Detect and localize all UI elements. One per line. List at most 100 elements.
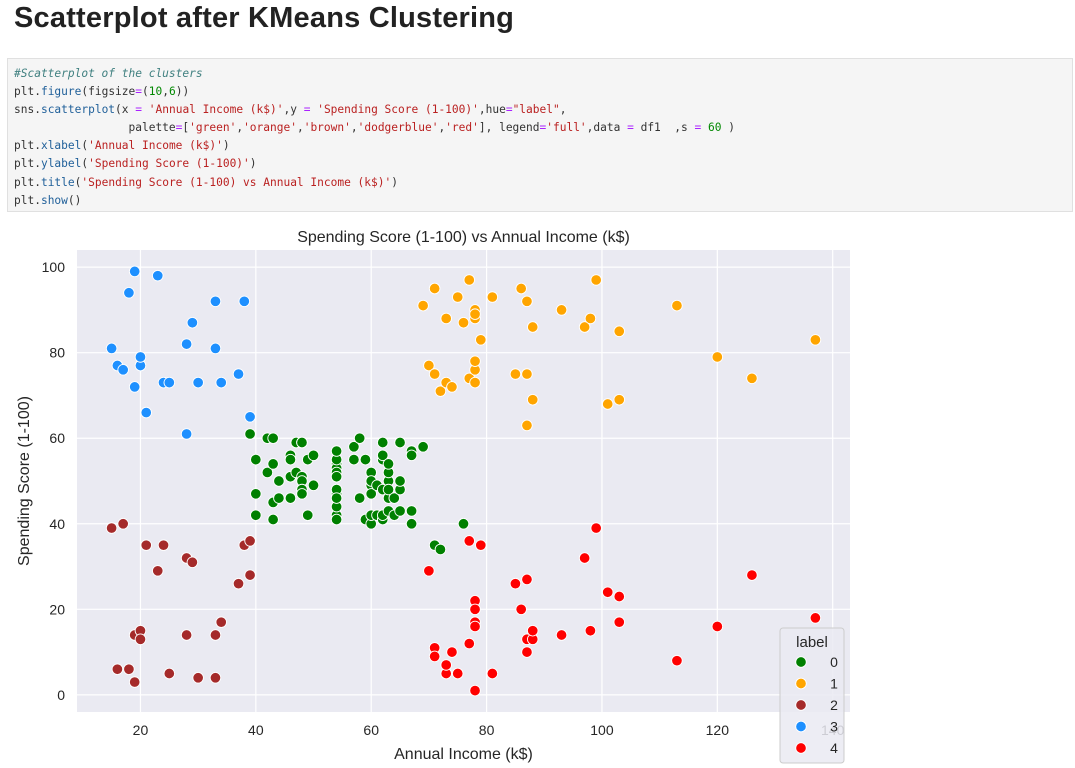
- data-point-label-4: [475, 539, 487, 551]
- code-token: 6: [169, 85, 176, 99]
- data-point-label-1: [463, 274, 476, 286]
- data-point-label-3: [238, 295, 251, 308]
- data-point-label-2: [209, 672, 222, 684]
- code-token: (: [81, 139, 89, 153]
- code-token: 'green': [189, 121, 237, 135]
- data-point-label-0: [273, 475, 285, 487]
- code-token: sns.: [14, 103, 41, 117]
- code-token: =: [135, 85, 143, 99]
- data-point-label-2: [140, 539, 152, 551]
- data-point-label-2: [157, 539, 170, 551]
- data-point-label-2: [123, 663, 135, 675]
- data-point-label-4: [451, 667, 464, 680]
- code-token: 'red': [445, 121, 479, 135]
- data-point-label-4: [469, 620, 481, 633]
- code-token: )): [175, 85, 190, 99]
- code-token: 'Annual Income (k$)': [148, 103, 284, 117]
- data-point-label-0: [394, 475, 406, 487]
- data-point-label-3: [180, 428, 193, 440]
- data-point-label-3: [244, 411, 256, 423]
- y-tick-label: 100: [42, 259, 66, 275]
- data-point-label-4: [521, 646, 533, 658]
- code-token: =: [303, 103, 311, 117]
- code-token: (: [142, 85, 149, 99]
- data-point-label-0: [417, 441, 429, 453]
- code-token: ], legend: [478, 121, 540, 135]
- legend-entry-label: 1: [830, 676, 838, 692]
- code-token: ,data: [586, 121, 628, 135]
- data-point-label-0: [244, 428, 256, 440]
- code-token: =: [175, 121, 183, 135]
- page-heading: Scatterplot after KMeans Clustering: [14, 2, 515, 34]
- code-block[interactable]: #Scatterplot of the clusters plt.figure(…: [8, 59, 1072, 210]
- code-token: figure: [40, 85, 82, 99]
- code-token: ): [249, 157, 257, 171]
- code-token: (figsize: [81, 85, 136, 99]
- data-point-label-1: [746, 372, 758, 385]
- data-point-label-4: [469, 603, 481, 616]
- data-point-label-1: [469, 355, 481, 367]
- data-point-label-0: [365, 488, 377, 500]
- code-token: [701, 121, 708, 134]
- code-token: (x: [115, 103, 136, 117]
- chart-title: Spending Score (1-100) vs Annual Income …: [297, 229, 630, 246]
- data-point-label-1: [457, 316, 470, 329]
- data-point-label-2: [128, 676, 141, 688]
- code-cell[interactable]: #Scatterplot of the clusters plt.figure(…: [7, 58, 1073, 212]
- data-point-label-3: [215, 376, 227, 389]
- code-line: plt.figure(figsize=(10,6)): [14, 85, 189, 98]
- code-token: plt.: [14, 193, 41, 207]
- data-point-label-0: [307, 479, 320, 492]
- data-point-label-4: [521, 573, 533, 586]
- code-token: =: [135, 103, 143, 117]
- code-token: plt.: [14, 175, 41, 189]
- data-point-label-1: [509, 368, 522, 380]
- data-point-label-2: [209, 629, 222, 641]
- data-point-label-4: [711, 620, 724, 633]
- data-point-label-0: [296, 436, 308, 449]
- data-point-label-2: [180, 629, 193, 641]
- code-token: 'dodgerblue': [357, 121, 439, 135]
- data-point-label-3: [128, 265, 141, 278]
- data-point-label-4: [469, 684, 481, 697]
- scatter-chart: 20406080100120140020406080100Spending Sc…: [16, 229, 850, 764]
- data-point-label-0: [261, 466, 274, 479]
- x-tick-label: 100: [590, 722, 614, 738]
- data-point-label-4: [463, 535, 476, 547]
- data-point-label-2: [244, 569, 256, 581]
- data-point-label-0: [273, 492, 285, 504]
- data-point-label-4: [601, 586, 614, 598]
- y-axis-label: Spending Score (1-100): [16, 396, 33, 566]
- code-token: (): [67, 193, 82, 207]
- data-point-label-0: [330, 445, 343, 457]
- data-point-label-1: [417, 299, 429, 312]
- legend-marker: [795, 699, 807, 711]
- data-point-label-0: [376, 436, 389, 449]
- data-point-label-0: [250, 453, 262, 466]
- code-line: plt.xlabel('Annual Income (k$)'): [14, 139, 230, 152]
- x-tick-label: 40: [248, 722, 264, 738]
- data-point-label-4: [509, 577, 522, 590]
- data-point-label-2: [244, 535, 256, 547]
- code-token: =: [627, 121, 634, 135]
- code-token: =: [539, 121, 547, 135]
- data-point-label-1: [521, 368, 533, 380]
- data-point-label-1: [521, 419, 533, 432]
- data-point-label-0: [353, 432, 366, 444]
- data-point-label-0: [267, 513, 279, 526]
- code-token: 'Spending Score (1-100)': [317, 103, 479, 117]
- data-point-label-3: [180, 338, 193, 350]
- data-point-label-4: [584, 624, 597, 637]
- data-point-label-2: [134, 633, 147, 646]
- legend-entry-label: 4: [830, 740, 838, 756]
- legend-marker: [795, 656, 807, 668]
- y-tick-label: 40: [49, 516, 65, 532]
- data-point-label-4: [613, 616, 626, 628]
- data-point-label-3: [192, 376, 204, 389]
- legend-entry-label: 3: [830, 719, 838, 735]
- data-point-label-3: [232, 368, 245, 380]
- data-point-label-0: [250, 488, 262, 500]
- data-point-label-0: [353, 492, 366, 504]
- code-token: scatterplot: [40, 103, 116, 117]
- legend-marker: [795, 742, 807, 754]
